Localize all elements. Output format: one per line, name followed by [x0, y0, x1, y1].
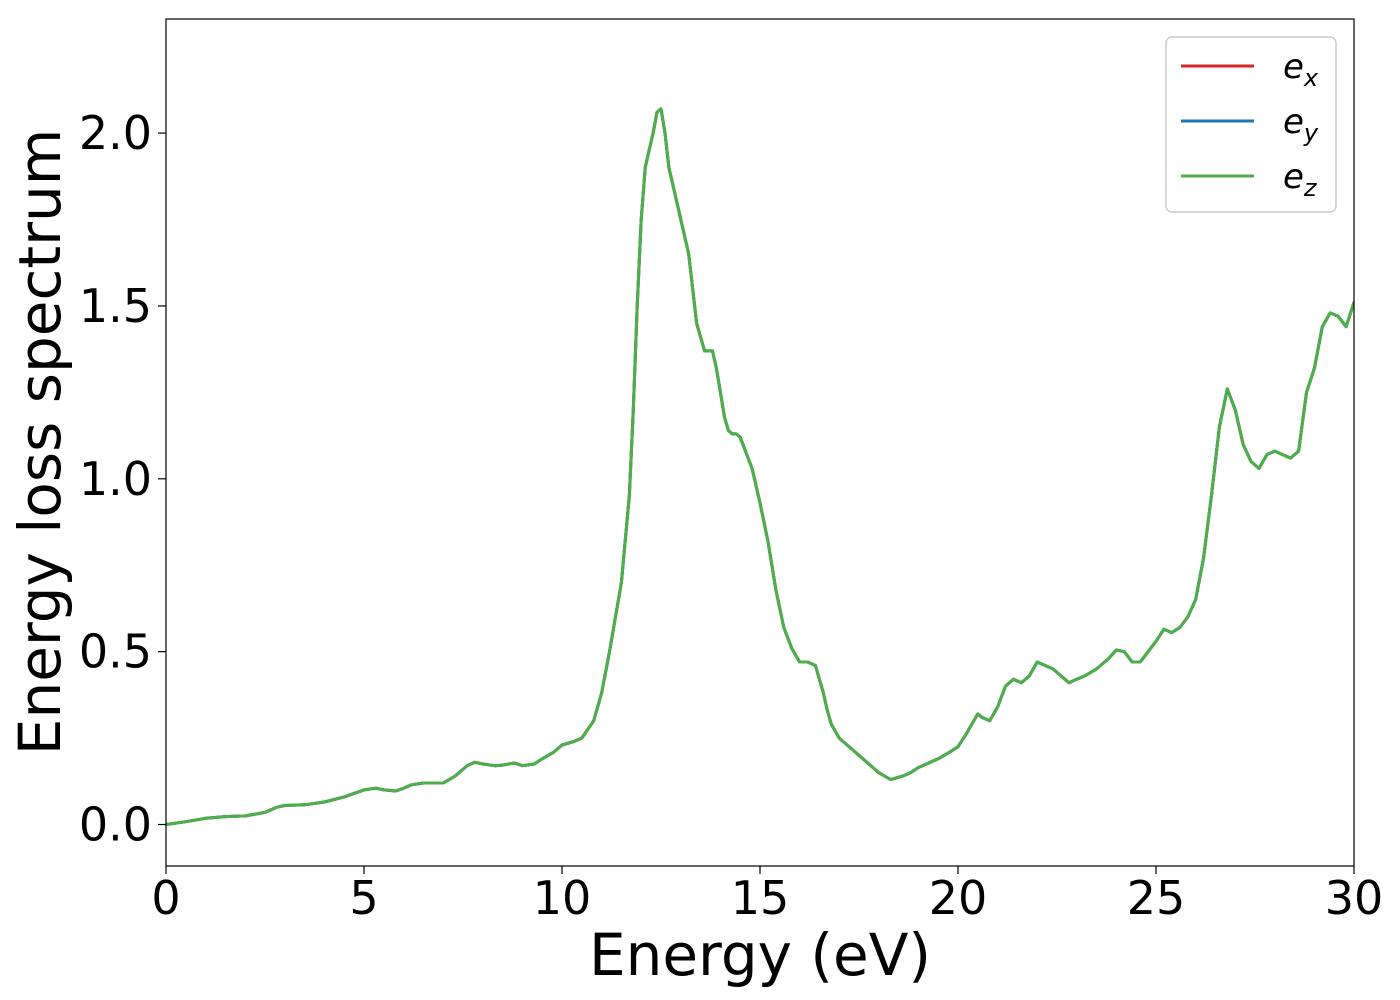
- series-line-ez: [166, 107, 1354, 826]
- series-line-ey: [166, 107, 1354, 826]
- y-tick-label: 2.0: [79, 106, 152, 160]
- legend-label-base: e: [1283, 157, 1304, 197]
- x-axis: 0 5 10 15 20 25 30: [151, 866, 1383, 925]
- y-axis-label: Energy loss spectrum: [6, 129, 74, 755]
- legend-frame: [1165, 36, 1337, 213]
- legend-label-base: e: [1283, 47, 1304, 87]
- x-tick-label: 25: [1127, 871, 1186, 925]
- x-tick-label: 20: [929, 871, 988, 925]
- legend-label-ex: ex: [1283, 47, 1319, 92]
- series-line-ex: [166, 107, 1354, 826]
- y-tick-label: 1.5: [79, 279, 152, 333]
- y-tick-label: 0.5: [79, 625, 152, 679]
- y-tick-label: 1.0: [79, 452, 152, 506]
- legend-label-ez: ez: [1283, 157, 1318, 202]
- y-tick-label: 0.0: [79, 798, 152, 852]
- x-tick-label: 10: [533, 871, 592, 925]
- x-tick-label: 5: [349, 871, 378, 925]
- series-lines: [166, 107, 1354, 826]
- x-axis-label: Energy (eV): [589, 921, 931, 989]
- legend-label-subscript: y: [1303, 119, 1319, 147]
- legend-label-ey: ey: [1283, 102, 1319, 147]
- legend-label-base: e: [1283, 102, 1304, 142]
- legend-label-subscript: x: [1303, 64, 1319, 92]
- legend-label-subscript: z: [1303, 174, 1318, 202]
- x-tick-label: 0: [151, 871, 180, 925]
- x-tick-label: 15: [731, 871, 790, 925]
- y-axis: 0.0 0.5 1.0 1.5 2.0: [79, 106, 166, 852]
- x-tick-label: 30: [1325, 871, 1384, 925]
